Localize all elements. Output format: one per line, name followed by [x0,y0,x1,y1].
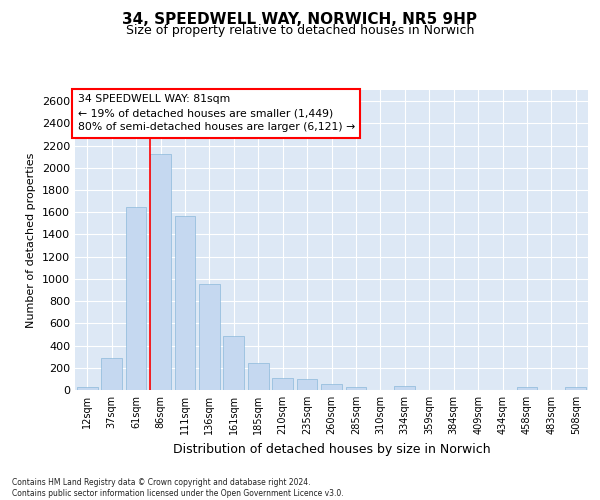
Bar [517,387,538,390]
Bar [150,154,171,390]
Bar [77,387,98,390]
Text: Size of property relative to detached houses in Norwich: Size of property relative to detached ho… [126,24,474,37]
Bar [296,380,317,390]
Text: 34 SPEEDWELL WAY: 81sqm
← 19% of detached houses are smaller (1,449)
80% of semi: 34 SPEEDWELL WAY: 81sqm ← 19% of detache… [77,94,355,132]
Bar [394,386,415,390]
Y-axis label: Number of detached properties: Number of detached properties [26,152,37,328]
Bar [223,336,244,390]
Text: Contains HM Land Registry data © Crown copyright and database right 2024.
Contai: Contains HM Land Registry data © Crown c… [12,478,344,498]
Bar [346,386,367,390]
Bar [199,284,220,390]
Bar [272,378,293,390]
Bar [248,363,269,390]
Bar [125,206,146,390]
Text: 34, SPEEDWELL WAY, NORWICH, NR5 9HP: 34, SPEEDWELL WAY, NORWICH, NR5 9HP [122,12,478,28]
Bar [565,387,586,390]
X-axis label: Distribution of detached houses by size in Norwich: Distribution of detached houses by size … [173,442,490,456]
Bar [175,216,196,390]
Bar [101,358,122,390]
Bar [321,384,342,390]
